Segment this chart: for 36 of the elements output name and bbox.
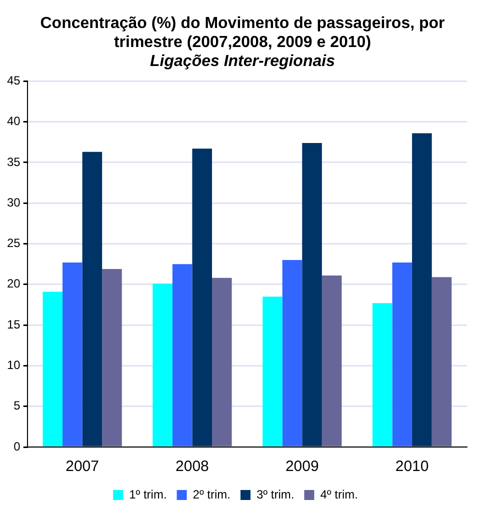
x-tick-label: 2007 (66, 458, 99, 476)
y-tick-label: 25 (6, 236, 21, 250)
chart-title: Concentração (%) do Movimento de passageiros, por trimestre (2007,2008, 2009 e 2010) (39, 14, 446, 52)
bar (62, 262, 82, 446)
legend-label: 1º trim. (129, 487, 167, 502)
bar (262, 296, 282, 446)
y-tick-label: 10 (6, 358, 21, 372)
y-tick-label: 30 (6, 195, 21, 210)
bar (172, 264, 192, 446)
y-tick-label: 5 (14, 398, 21, 413)
chart-subtitle: Ligações Inter-regionais (149, 52, 336, 71)
y-tick-label: 45 (6, 74, 21, 88)
legend-label: 4º trim. (320, 487, 358, 502)
x-tick-label: 2009 (285, 458, 319, 476)
bar (282, 260, 302, 446)
y-tick-label: 20 (6, 276, 21, 291)
bar (432, 277, 452, 446)
bar (372, 303, 392, 446)
x-tick-label: 2010 (395, 458, 429, 476)
bar (192, 148, 212, 446)
legend-label: 3º trim. (256, 487, 294, 502)
bar (412, 133, 432, 446)
y-tick-label: 35 (6, 154, 21, 169)
x-tick-label: 2008 (176, 458, 209, 476)
y-tick-label: 15 (6, 317, 21, 332)
bar (42, 292, 63, 446)
legend-label: 2º trim. (192, 487, 230, 502)
bar (302, 142, 322, 446)
bar (392, 262, 412, 446)
bar (212, 278, 232, 446)
bar (322, 275, 342, 446)
bar (102, 268, 122, 446)
bar (82, 152, 102, 446)
y-tick-label: 0 (14, 439, 21, 454)
bar (152, 284, 172, 446)
y-tick-label: 40 (6, 114, 21, 128)
